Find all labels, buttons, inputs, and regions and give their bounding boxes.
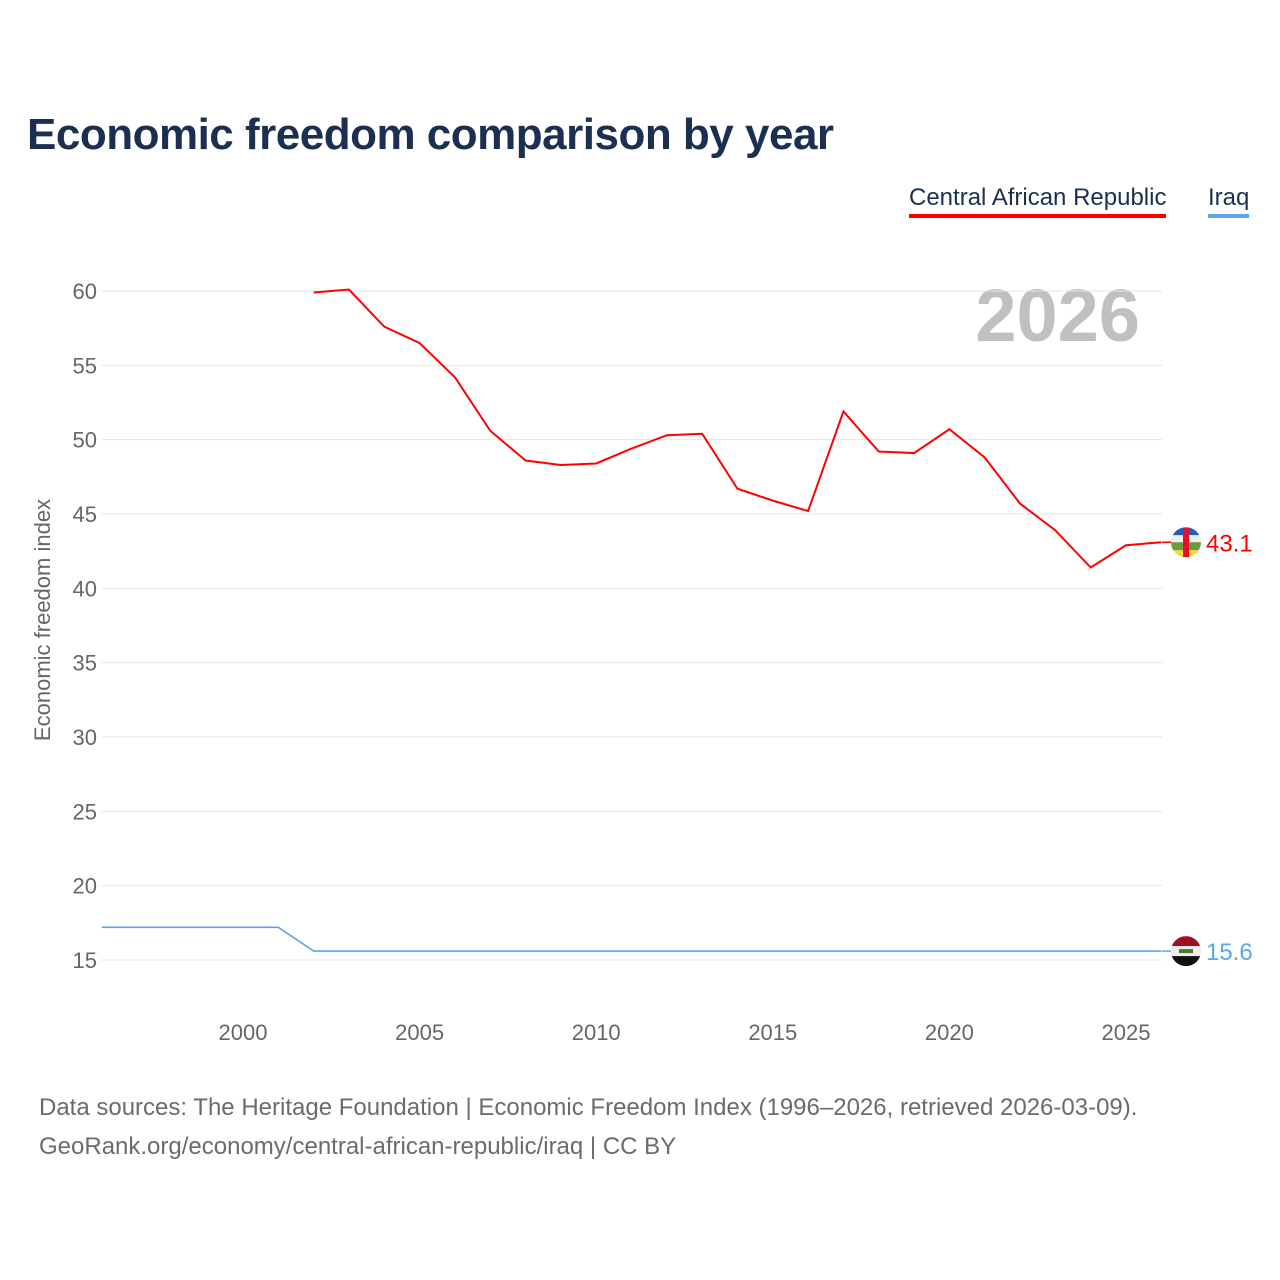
central-african-republic-flag-icon [1171,527,1201,558]
year-watermark: 2026 [975,274,1140,357]
y-tick-label: 15 [73,948,97,973]
y-tick-label: 45 [73,502,97,527]
source-note: Data sources: The Heritage Foundation | … [39,1088,1137,1166]
source-line-1: Data sources: The Heritage Foundation | … [39,1094,1138,1121]
y-tick-label: 40 [73,576,97,601]
y-tick-label: 25 [73,799,97,824]
legend-item-iraq[interactable]: Iraq [1208,184,1250,218]
y-axis-label: Economic freedom index [30,499,55,741]
chart-title: Economic freedom comparison by year [27,110,834,159]
iraq-flag-icon [1171,936,1201,967]
y-tick-label: 30 [73,725,97,750]
series-line-central-african-republic [313,288,1162,569]
y-tick-label: 20 [73,874,97,899]
y-tick-label: 60 [73,279,97,304]
end-value-label: 15.6 [1206,939,1253,966]
y-tick-label: 55 [73,353,97,378]
y-tick-label: 50 [73,428,97,453]
y-tick-label: 35 [73,651,97,676]
legend-item-central-african-republic[interactable]: Central African Republic [909,184,1167,218]
x-tick-label: 2020 [925,1020,974,1045]
x-tick-label: 2000 [219,1020,268,1045]
x-tick-label: 2025 [1102,1020,1151,1045]
end-value-label: 43.1 [1206,530,1253,557]
series-line-iraq [101,926,1162,952]
source-line-2[interactable]: GeoRank.org/economy/central-african-repu… [39,1133,677,1160]
x-tick-label: 2015 [748,1020,797,1045]
x-tick-label: 2005 [395,1020,444,1045]
x-tick-label: 2010 [572,1020,621,1045]
